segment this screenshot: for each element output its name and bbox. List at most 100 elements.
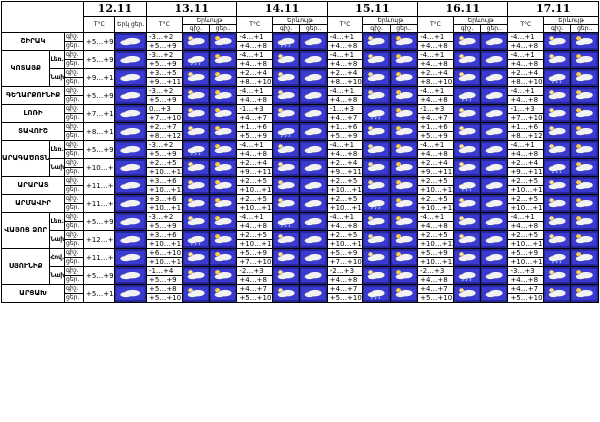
temp-day: +8…+10 xyxy=(417,77,454,87)
moon-cloud-icon xyxy=(272,230,301,249)
temp-day: +10…+14 xyxy=(146,257,183,267)
cloud-rain-icon xyxy=(362,194,391,213)
phenomenon-header: Երևույթ xyxy=(272,16,328,25)
sun-cloud-icon xyxy=(570,284,599,303)
sun-cloud-icon xyxy=(209,104,238,123)
temp-night: -3…+3 xyxy=(507,266,545,276)
temp-day: +4…+8 xyxy=(417,149,454,159)
region-row-day: ցեր. +5…+9 +4…+8 +4…+8 +4…+8 +4…+8 xyxy=(2,149,599,159)
temp-day: +4…+8 xyxy=(417,41,454,51)
temp-value: +5…+9 xyxy=(82,50,116,69)
moon-cloud-icon xyxy=(452,212,482,231)
cloud-icon xyxy=(114,266,147,285)
temp-night: +2…+7 xyxy=(146,122,183,132)
temp-day: +9…+11 xyxy=(417,167,454,177)
region-name: ԼՈՌԻ xyxy=(0,104,66,123)
moon-cloud-icon xyxy=(452,158,482,177)
sun-cloud-icon xyxy=(480,176,509,195)
temp-day: +10…+12 xyxy=(417,203,454,213)
temp-day: +4…+8 xyxy=(507,221,545,231)
temp-night: +2…+5 xyxy=(326,230,364,240)
sun-cloud-icon xyxy=(299,32,328,51)
moon-cloud-icon xyxy=(272,158,301,177)
temp-night: -4…+1 xyxy=(417,32,454,42)
region-name: ԱՐՄԱՎԻՐ xyxy=(0,194,66,213)
moon-cloud-icon xyxy=(362,158,391,177)
sun-cloud-icon xyxy=(570,104,599,123)
temp-night: +5…+9 xyxy=(326,248,364,258)
region-row-night: ԳԵՂԱՐՔՈՒՆԻՔ գիշ. +5…+9 -3…+2 -4…+1 -4…+1 -4…+1… xyxy=(0,86,599,105)
temp-day: +5…+9 xyxy=(146,149,183,159)
temp-day: +10…+12 xyxy=(146,167,183,177)
moon-cloud-icon xyxy=(452,68,482,87)
region-name: ԱՐԱՐԱՏ xyxy=(0,176,66,195)
temp-day: +9…+11 xyxy=(146,77,183,87)
cloud-icon xyxy=(114,194,147,213)
cloud-icon xyxy=(114,284,147,303)
sun-cloud-icon xyxy=(299,50,328,69)
temp-day: +10…+12 xyxy=(507,203,545,213)
temp-night: +2…+4 xyxy=(417,158,454,168)
night-label: գիշ. xyxy=(64,122,84,132)
moon-cloud-icon xyxy=(362,248,391,267)
temp-night: +2…+5 xyxy=(236,176,274,186)
temp-night: +2…+4 xyxy=(507,158,545,168)
temp-day: +4…+8 xyxy=(326,95,364,105)
moon-cloud-icon xyxy=(452,194,482,213)
temp-day: +10…+12 xyxy=(417,239,454,249)
sun-cloud-icon xyxy=(389,140,419,159)
sun-cloud-icon xyxy=(480,212,509,231)
sun-cloud-icon xyxy=(209,86,238,105)
moon-cloud-icon xyxy=(452,122,482,141)
temp-day: +5…+9 xyxy=(146,59,183,69)
temp-value: +8…+12 xyxy=(82,122,116,141)
temp-day: +5…+9 xyxy=(236,131,274,141)
temp-day: +10…+12 xyxy=(326,185,364,195)
cloud-icon xyxy=(114,122,147,141)
temp-day: +9…+11 xyxy=(507,167,545,177)
cloud-rain-icon xyxy=(272,212,301,231)
temp-night: -4…+1 xyxy=(417,50,454,60)
moon-cloud-icon xyxy=(272,248,301,267)
night-label: գիշ. xyxy=(64,104,84,114)
temp-day: +9…+11 xyxy=(236,167,274,177)
temp-value: +5…+9 xyxy=(82,86,116,105)
region-row-night: Նախ.գիշ.+10…+12+2…+5+2…+4+2…+4+2…+4+2…+4 xyxy=(2,158,599,177)
temp-header: T°C xyxy=(417,16,454,33)
night-subheader: գիշ. xyxy=(543,24,572,33)
sun-cloud-icon xyxy=(389,86,419,105)
date-header: 17.11 xyxy=(507,1,599,17)
moon-cloud-icon xyxy=(543,266,572,285)
cloud-icon xyxy=(114,248,147,267)
temp-day: +4…+8 xyxy=(326,221,364,231)
temp-day: +5…+9 xyxy=(417,131,454,141)
sun-cloud-icon xyxy=(299,284,328,303)
moon-cloud-icon xyxy=(452,32,482,51)
sun-cloud-icon xyxy=(570,248,599,267)
temp-day: +5…+10 xyxy=(507,293,545,303)
temp-night: -1…+3 xyxy=(417,104,454,114)
region-name: ԱՐՑԱԽ xyxy=(0,284,66,303)
temp-day: +5…+10 xyxy=(236,293,274,303)
temp-night: -3…+2 xyxy=(146,212,183,222)
moon-cloud-icon xyxy=(543,50,572,69)
temp-night: +6…+10 xyxy=(146,248,183,258)
sun-cloud-icon xyxy=(480,122,509,141)
date-header: 15.11 xyxy=(326,1,419,17)
sun-cloud-icon xyxy=(480,158,509,177)
temp-night: +4…+7 xyxy=(326,284,364,294)
sun-cloud-icon xyxy=(570,86,599,105)
moon-cloud-icon xyxy=(543,140,572,159)
region-row-day: ցեր. +10…+12 +9…+11 +9…+11 +9…+11 +9…+11 xyxy=(2,167,599,177)
moon-cloud-icon xyxy=(543,122,572,141)
region-row-night: ՏԱՎՈՒՇ գիշ. +8…+12 +2…+7 +1…+6 +1…+6 +1…+6 +1…+… xyxy=(0,122,599,141)
sun-cloud-icon xyxy=(570,194,599,213)
temp-night: -4…+1 xyxy=(236,50,274,60)
sun-cloud-icon xyxy=(480,284,509,303)
sun-cloud-icon xyxy=(389,104,419,123)
cloud-icon xyxy=(114,104,147,123)
temp-day: +4…+7 xyxy=(326,113,364,123)
cloud-icon xyxy=(114,32,147,51)
temp-night: +2…+5 xyxy=(507,176,545,186)
